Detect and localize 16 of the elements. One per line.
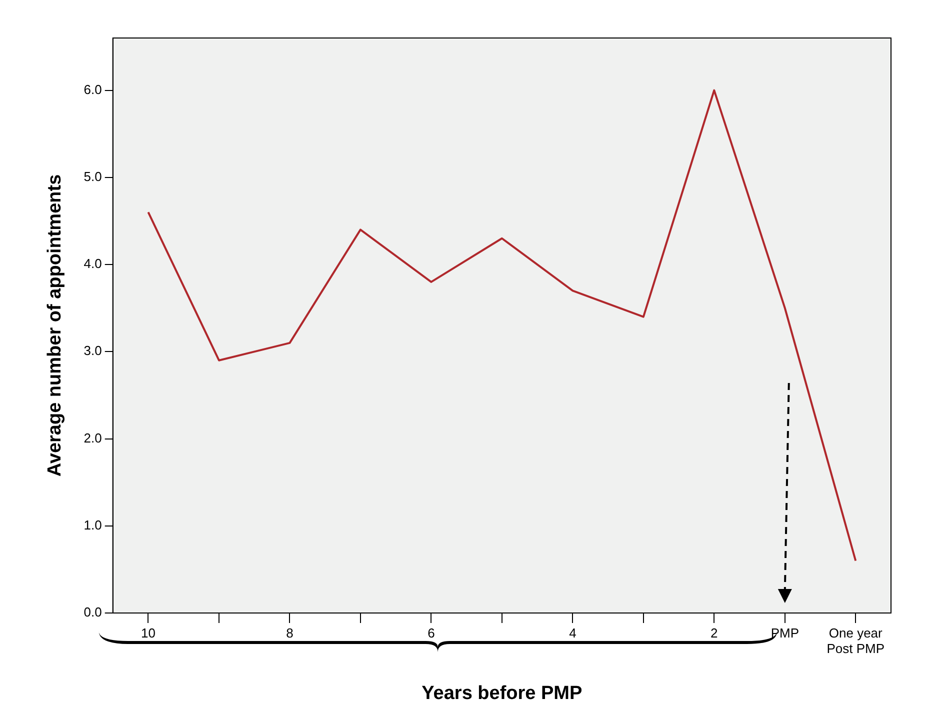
y-tick-label: 0.0 — [84, 604, 102, 620]
y-tick-label: 4.0 — [84, 256, 102, 272]
y-tick-label: 2.0 — [84, 430, 102, 446]
x-tick-label: PMP — [770, 625, 799, 640]
y-tick-label: 6.0 — [84, 82, 102, 97]
x-tick-label: 10 — [141, 625, 156, 640]
y-axis-title: Average number of appointments — [44, 174, 66, 477]
y-tick-label: 1.0 — [84, 517, 102, 532]
y-tick-label: 3.0 — [84, 343, 102, 358]
x-tick-label: 4 — [569, 625, 576, 640]
x-tick-label: One year Post PMP — [826, 625, 885, 656]
x-axis-title: Years before PMP — [422, 682, 583, 704]
x-tick-label: 8 — [286, 625, 294, 640]
y-tick-label: 5.0 — [84, 168, 102, 184]
x-tick-label: 6 — [428, 625, 435, 640]
x-tick-label: 2 — [710, 625, 718, 640]
